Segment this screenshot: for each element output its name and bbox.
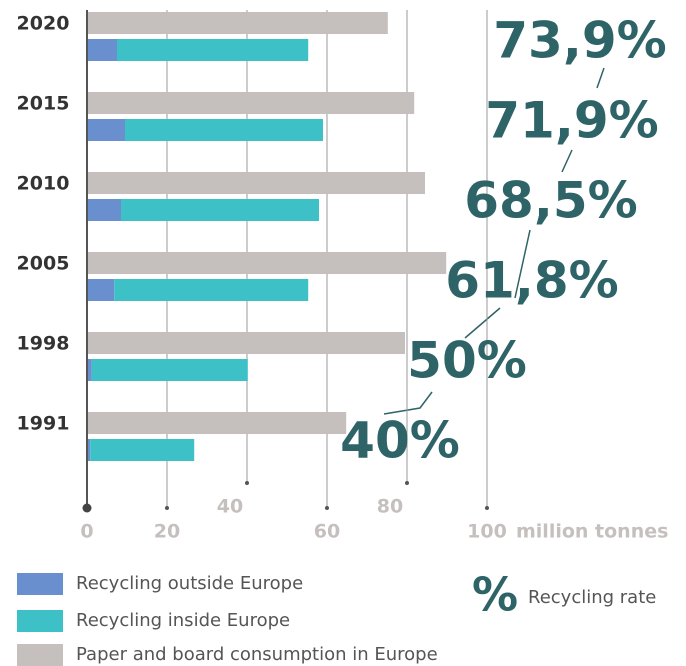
- x-tick-label: 20: [154, 521, 180, 543]
- bar: [87, 199, 121, 221]
- rate-label: 40%: [340, 412, 460, 470]
- connector: [464, 307, 501, 339]
- rate-connectors: [383, 67, 605, 415]
- connector: [596, 67, 605, 89]
- category-label: 2020: [17, 13, 70, 35]
- rate-label: 50%: [407, 332, 527, 390]
- bar: [87, 39, 117, 61]
- legend-swatch: [17, 644, 63, 666]
- rate-label: 71,9%: [485, 92, 658, 150]
- x-tick-label: 40: [217, 496, 243, 518]
- legend-label: Paper and board consumption in Europe: [76, 644, 438, 665]
- bar: [87, 119, 125, 141]
- x-tick-label: 60: [314, 521, 340, 543]
- bar: [87, 12, 388, 34]
- bar: [117, 39, 309, 61]
- x-axis-label: million tonnes: [516, 521, 668, 543]
- tick-mark: [405, 481, 409, 485]
- bar: [125, 119, 323, 141]
- category-label: 2010: [17, 173, 70, 195]
- legend-swatch: [17, 573, 63, 595]
- category-label: 1991: [17, 413, 70, 435]
- tick-mark: [165, 506, 169, 510]
- rate-label: 68,5%: [464, 172, 637, 230]
- bar: [90, 439, 195, 461]
- axis-origin: [82, 503, 92, 513]
- bar: [121, 199, 319, 221]
- bar: [91, 359, 248, 381]
- bar: [87, 92, 415, 114]
- bar: [87, 252, 447, 274]
- category-label: 1998: [17, 333, 70, 355]
- bar: [114, 279, 309, 301]
- connector: [514, 229, 531, 299]
- tick-mark: [325, 506, 329, 510]
- x-tick-label: 80: [377, 496, 403, 518]
- tick-mark: [245, 481, 249, 485]
- connector: [383, 391, 433, 415]
- bar: [87, 359, 92, 381]
- bar: [87, 279, 115, 301]
- connector: [561, 149, 573, 173]
- legend-label: Recycling rate: [528, 587, 656, 608]
- category-label: 2005: [17, 253, 70, 275]
- legend-label: Recycling outside Europe: [76, 573, 303, 594]
- rate-label: 73,9%: [493, 12, 666, 70]
- bar: [87, 172, 425, 194]
- tick-mark: [485, 506, 489, 510]
- bar: [87, 439, 91, 461]
- bar: [87, 412, 347, 434]
- x-tick-label: 0: [80, 521, 93, 543]
- legend-label: Recycling inside Europe: [76, 610, 290, 631]
- rate-label: 61,8%: [445, 252, 618, 310]
- category-label: 2015: [17, 93, 70, 115]
- legend-swatch: [17, 610, 63, 632]
- bar: [87, 332, 405, 354]
- legend-rate-symbol: %: [472, 568, 518, 622]
- x-tick-label: 100: [467, 521, 507, 543]
